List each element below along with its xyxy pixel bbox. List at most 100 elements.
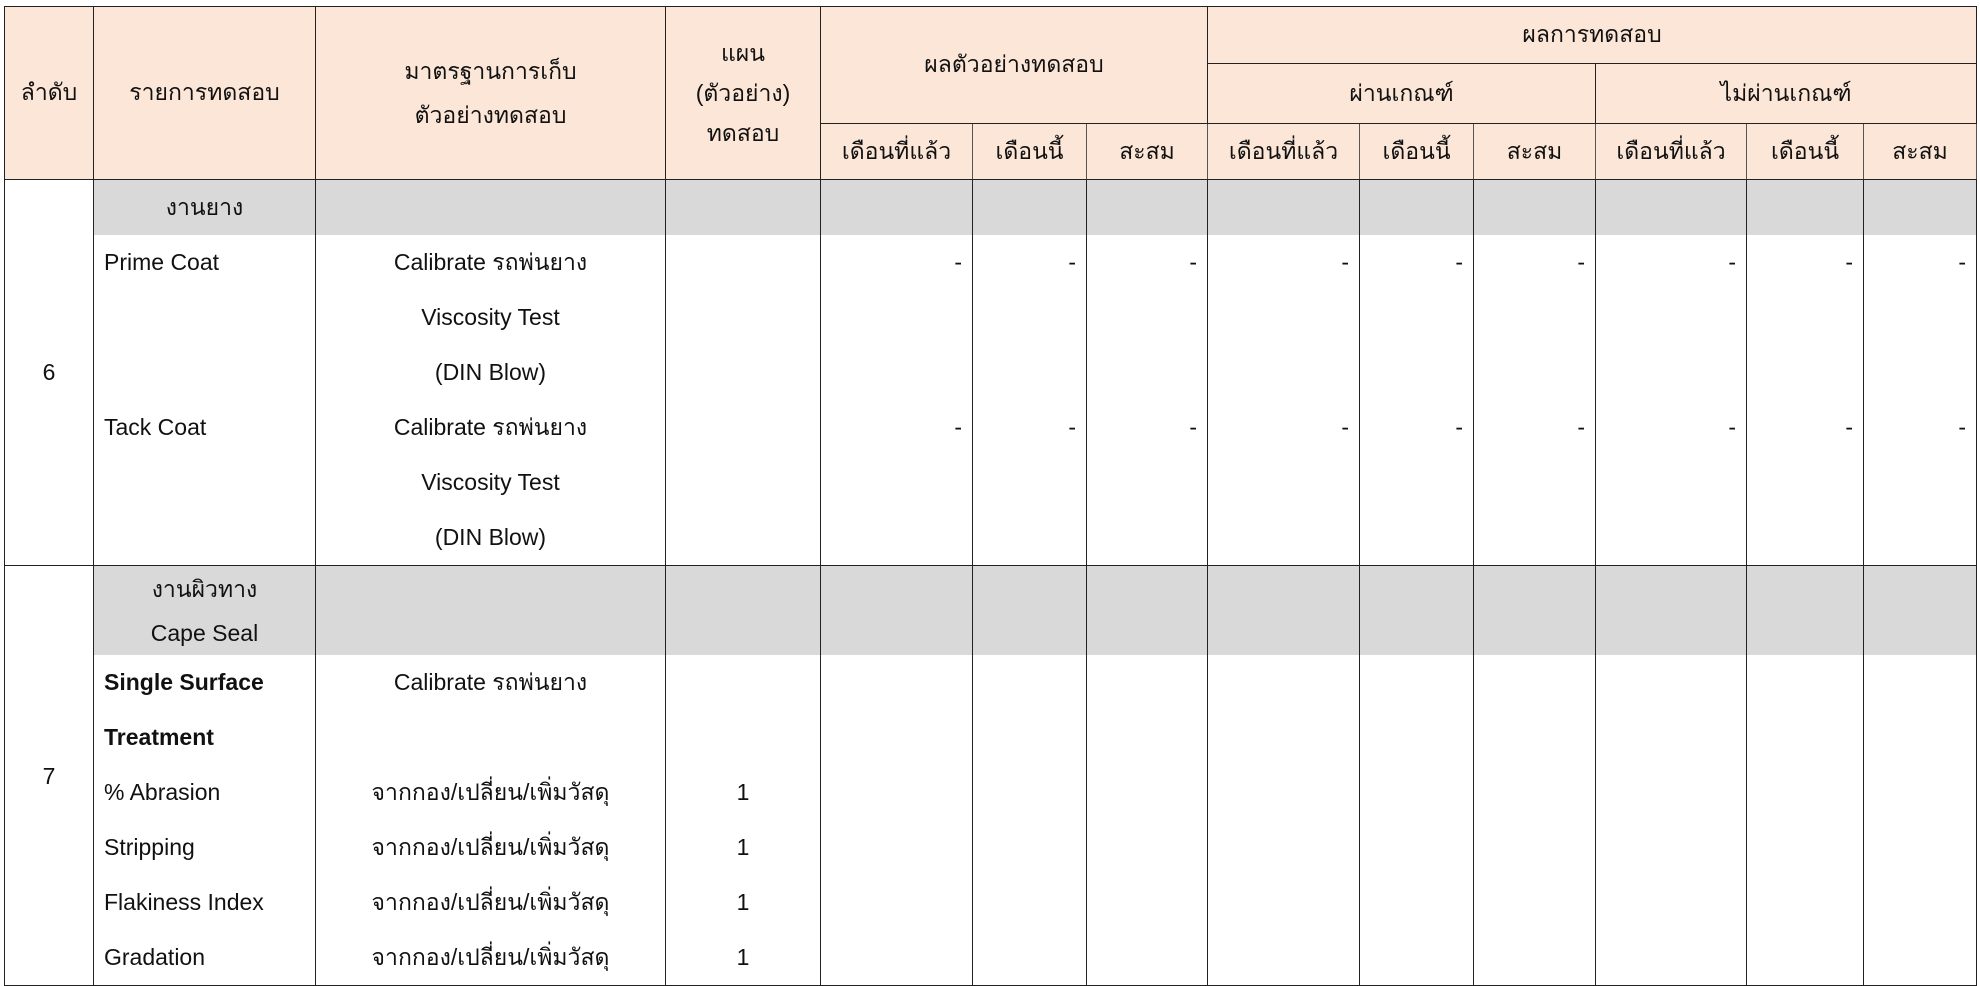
result-value — [1207, 510, 1361, 566]
header-sub: สะสม — [1863, 123, 1978, 180]
result-value — [1746, 930, 1865, 986]
result-value: - — [972, 235, 1087, 290]
result-value — [1595, 930, 1748, 986]
result-value — [820, 930, 973, 986]
result-value — [1359, 820, 1475, 875]
result-value — [820, 765, 973, 820]
result-value — [972, 820, 1087, 875]
result-value: - — [1595, 235, 1748, 290]
table-row: (DIN Blow) — [5, 510, 1978, 566]
test-item — [93, 290, 316, 345]
result-value: - — [972, 400, 1087, 455]
empty-cell — [1595, 565, 1748, 655]
sampling-standard: Calibrate รถพ่นยาง — [315, 235, 666, 290]
result-value: - — [1359, 400, 1475, 455]
table-row: (DIN Blow) — [5, 345, 1978, 400]
empty-cell — [1473, 565, 1597, 655]
result-value — [1595, 875, 1748, 930]
test-item: Gradation — [93, 930, 316, 986]
result-value: - — [1863, 400, 1978, 455]
result-value — [1359, 655, 1475, 710]
table-row: Flakiness Index จากกอง/เปลี่ยน/เพิ่มวัสดุ… — [5, 875, 1978, 930]
result-value — [1359, 765, 1475, 820]
table-row: Single Surface Calibrate รถพ่นยาง — [5, 655, 1978, 710]
result-value — [1207, 765, 1361, 820]
result-value — [972, 710, 1087, 765]
result-value — [1746, 345, 1865, 400]
header-item: รายการทดสอบ — [93, 6, 316, 180]
result-value — [1473, 875, 1597, 930]
test-item: Prime Coat — [93, 235, 316, 290]
result-value — [820, 290, 973, 345]
result-value: - — [1207, 400, 1361, 455]
table-row: Stripping จากกอง/เปลี่ยน/เพิ่มวัสดุ 1 — [5, 820, 1978, 875]
sampling-standard: Viscosity Test — [315, 290, 666, 345]
table-row: Viscosity Test — [5, 290, 1978, 345]
result-value — [1359, 345, 1475, 400]
test-item — [93, 510, 316, 566]
result-value — [1207, 875, 1361, 930]
result-value — [1473, 455, 1597, 510]
result-value: - — [820, 235, 973, 290]
empty-cell — [972, 179, 1087, 235]
sampling-standard — [315, 710, 666, 765]
plan-count: 1 — [665, 765, 821, 820]
result-value — [1473, 510, 1597, 566]
plan-count — [665, 400, 821, 455]
sampling-standard: จากกอง/เปลี่ยน/เพิ่มวัสดุ — [315, 765, 666, 820]
sampling-standard: Viscosity Test — [315, 455, 666, 510]
result-value — [1207, 455, 1361, 510]
result-value — [1085, 655, 1209, 710]
result-value: - — [820, 400, 973, 455]
result-value — [972, 290, 1087, 345]
result-value: - — [1473, 400, 1597, 455]
sampling-standard: จากกอง/เปลี่ยน/เพิ่มวัสดุ — [315, 930, 666, 986]
sampling-standard: (DIN Blow) — [315, 510, 666, 566]
result-value — [1863, 655, 1978, 710]
result-value — [972, 655, 1087, 710]
result-value — [1359, 930, 1475, 986]
plan-count — [665, 710, 821, 765]
result-value — [820, 710, 973, 765]
sequence-number: 7 — [4, 565, 94, 986]
sampling-standard: จากกอง/เปลี่ยน/เพิ่มวัสดุ — [315, 875, 666, 930]
result-value — [1746, 290, 1865, 345]
plan-count: 1 — [665, 875, 821, 930]
plan-count — [665, 455, 821, 510]
test-item — [93, 455, 316, 510]
table-row: Tack Coat Calibrate รถพ่นยาง - - - - - - - - - — [5, 400, 1978, 455]
empty-cell — [1595, 179, 1748, 235]
result-value — [1863, 820, 1978, 875]
result-value — [820, 510, 973, 566]
header-standard: มาตรฐานการเก็บตัวอย่างทดสอบ — [315, 6, 666, 180]
result-value — [1595, 820, 1748, 875]
result-value — [820, 455, 973, 510]
result-value — [1473, 930, 1597, 986]
empty-cell — [315, 565, 666, 655]
header-sub: สะสม — [1473, 123, 1597, 180]
table-header: ลำดับ รายการทดสอบ มาตรฐานการเก็บตัวอย่าง… — [4, 6, 1978, 180]
result-value — [1595, 510, 1748, 566]
header-sub: สะสม — [1085, 123, 1209, 180]
result-value — [1473, 655, 1597, 710]
result-value: - — [1085, 400, 1209, 455]
result-value — [1359, 455, 1475, 510]
test-item: Stripping — [93, 820, 316, 875]
result-value: - — [1863, 235, 1978, 290]
test-item — [93, 345, 316, 400]
empty-cell — [1085, 179, 1209, 235]
result-value — [1863, 875, 1978, 930]
empty-cell — [1863, 179, 1978, 235]
table-row: Prime Coat Calibrate รถพ่นยาง - - - - - - - - - — [5, 235, 1978, 290]
sequence-number: 6 — [4, 179, 94, 566]
result-value — [1746, 655, 1865, 710]
result-value — [1863, 930, 1978, 986]
header-seq: ลำดับ — [4, 6, 94, 180]
table-row: Treatment — [5, 710, 1978, 765]
result-value — [972, 345, 1087, 400]
result-value — [1359, 875, 1475, 930]
sampling-standard: (DIN Blow) — [315, 345, 666, 400]
result-value — [1085, 765, 1209, 820]
result-value — [1207, 710, 1361, 765]
table-row: % Abrasion จากกอง/เปลี่ยน/เพิ่มวัสดุ 1 — [5, 765, 1978, 820]
